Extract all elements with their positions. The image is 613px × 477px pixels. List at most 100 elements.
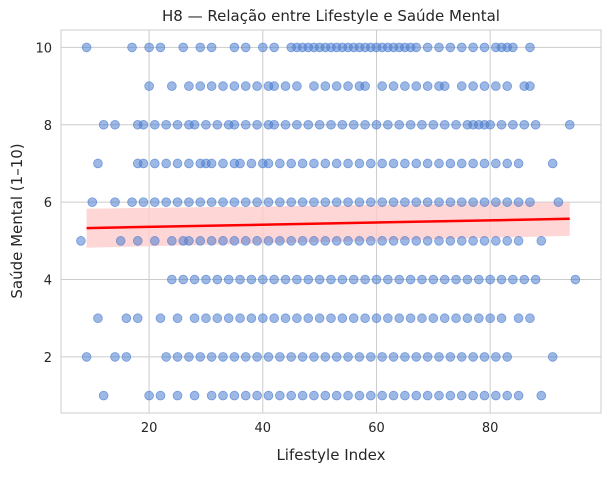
y-tick-label: 2	[44, 351, 52, 366]
data-point	[280, 313, 291, 324]
data-point	[206, 158, 217, 169]
data-point	[491, 352, 501, 362]
data-point	[212, 119, 223, 130]
data-point	[314, 119, 325, 130]
data-point	[468, 42, 478, 53]
data-point	[184, 158, 194, 169]
data-point	[263, 197, 274, 207]
data-point	[456, 42, 467, 53]
data-point	[502, 197, 513, 207]
data-point	[331, 158, 342, 169]
data-point	[189, 390, 200, 401]
data-point	[98, 119, 109, 130]
data-point	[201, 274, 211, 285]
data-point	[195, 236, 206, 246]
data-point	[519, 274, 530, 285]
data-point	[417, 119, 427, 130]
data-point	[246, 313, 257, 324]
data-point	[189, 313, 200, 324]
data-point	[172, 158, 183, 169]
data-point	[468, 236, 478, 246]
data-point	[326, 313, 336, 324]
data-point	[178, 42, 189, 53]
data-point	[377, 390, 387, 401]
data-point	[343, 390, 353, 401]
data-point	[377, 352, 387, 362]
data-point	[269, 119, 279, 130]
data-point	[502, 158, 513, 169]
data-point	[257, 274, 268, 285]
data-point	[76, 236, 86, 246]
data-point	[360, 81, 370, 91]
data-point	[451, 274, 461, 285]
data-point	[235, 274, 245, 285]
data-point	[462, 274, 473, 285]
data-point	[388, 81, 399, 91]
data-point	[155, 313, 166, 324]
data-point	[365, 158, 376, 169]
data-point	[428, 313, 439, 324]
data-point	[496, 119, 507, 130]
x-tick-label: 60	[368, 421, 385, 436]
data-point	[206, 197, 217, 207]
data-point	[405, 119, 416, 130]
data-point	[292, 274, 302, 285]
data-point	[525, 313, 535, 324]
data-point	[547, 158, 558, 169]
data-point	[365, 390, 376, 401]
data-point	[485, 313, 495, 324]
x-axis-label: Lifestyle Index	[276, 446, 385, 464]
data-point	[149, 119, 160, 130]
data-point	[201, 313, 211, 324]
data-point	[263, 236, 274, 246]
data-point	[280, 81, 291, 91]
data-point	[405, 313, 416, 324]
data-point	[229, 236, 240, 246]
data-point	[149, 197, 160, 207]
data-point	[468, 158, 478, 169]
data-point	[405, 274, 416, 285]
data-point	[172, 197, 183, 207]
data-point	[309, 236, 319, 246]
data-point	[263, 390, 274, 401]
data-point	[132, 313, 143, 324]
data-point	[479, 197, 490, 207]
data-point	[377, 81, 387, 91]
data-point	[513, 158, 524, 169]
data-point	[343, 352, 353, 362]
data-point	[411, 236, 422, 246]
data-point	[331, 197, 342, 207]
data-point	[206, 42, 217, 53]
data-point	[240, 390, 251, 401]
data-point	[303, 313, 314, 324]
data-point	[320, 352, 331, 362]
chart-title: H8 — Relação entre Lifestyle e Saúde Men…	[162, 7, 500, 25]
data-point	[320, 158, 331, 169]
data-point	[491, 236, 501, 246]
data-point	[229, 197, 240, 207]
data-point	[138, 158, 149, 169]
data-point	[468, 390, 478, 401]
data-point	[377, 236, 387, 246]
data-point	[252, 119, 262, 130]
data-point	[400, 81, 410, 91]
data-point	[536, 236, 547, 246]
x-tick-label: 80	[482, 421, 499, 436]
data-point	[485, 274, 495, 285]
data-point	[388, 352, 399, 362]
data-point	[547, 352, 558, 362]
data-point	[93, 158, 103, 169]
data-point	[229, 81, 240, 91]
data-point	[456, 390, 467, 401]
data-point	[451, 313, 461, 324]
data-point	[377, 158, 387, 169]
data-point	[138, 119, 149, 130]
data-point	[519, 119, 530, 130]
data-point	[400, 197, 410, 207]
data-point	[434, 236, 444, 246]
data-point	[155, 390, 166, 401]
data-point	[371, 274, 382, 285]
data-point	[365, 236, 376, 246]
data-point	[189, 274, 200, 285]
